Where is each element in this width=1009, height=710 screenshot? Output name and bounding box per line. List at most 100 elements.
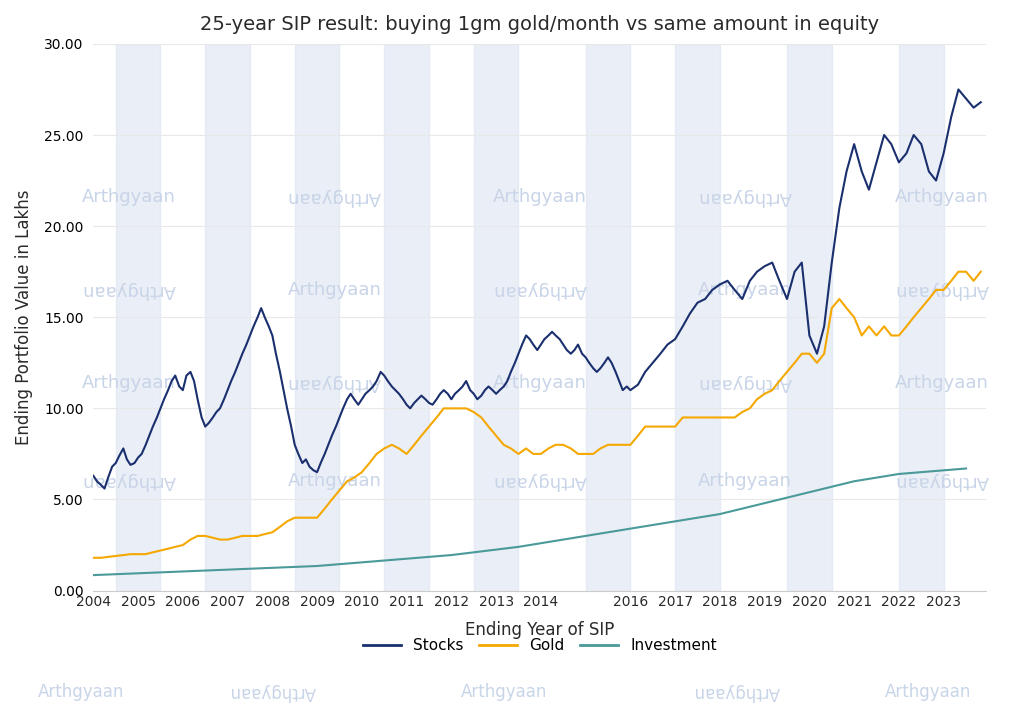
Text: Arthgyaan: Arthgyaan [492,281,586,299]
Text: Arthgyaan: Arthgyaan [885,683,972,701]
Bar [116,44,160,591]
Text: Arthgyaan: Arthgyaan [492,374,586,392]
Investment [803,488,815,496]
Bar [205,44,250,591]
Investment [849,477,861,486]
Bar [295,44,339,591]
Gold [952,268,965,276]
Investment [333,560,345,569]
Text: Arthgyaan: Arthgyaan [698,374,792,392]
Investment [579,532,591,540]
Stocks [449,390,461,398]
Investment [781,493,793,502]
Text: Arthgyaan: Arthgyaan [461,683,548,701]
Stocks [497,382,510,390]
Investment [713,510,725,518]
Stocks [378,371,390,380]
Title: 25-year SIP result: buying 1gm gold/month vs same amount in equity: 25-year SIP result: buying 1gm gold/mont… [200,15,879,34]
Bar [474,44,519,591]
Investment [222,565,234,574]
Text: Arthgyaan: Arthgyaan [492,472,586,491]
Investment [490,545,502,554]
Investment [378,556,390,564]
Text: Arthgyaan: Arthgyaan [895,374,989,392]
Text: Arthgyaan: Arthgyaan [82,374,176,392]
Stocks [88,471,100,480]
Investment [266,564,278,572]
Investment [960,464,972,473]
Investment [468,548,480,557]
Text: Arthgyaan: Arthgyaan [229,683,316,701]
Gold [579,449,591,458]
Y-axis label: Ending Portfolio Value in Lakhs: Ending Portfolio Value in Lakhs [15,190,33,445]
Investment [759,499,771,508]
Investment [937,466,949,474]
Bar [675,44,719,591]
Investment [423,552,435,561]
Investment [557,535,569,544]
Stocks [385,382,398,390]
Text: Arthgyaan: Arthgyaan [698,472,792,491]
Investment [893,470,905,479]
Stocks [952,85,965,94]
Investment [199,567,211,575]
Investment [132,569,144,577]
Investment [669,517,681,525]
Gold [273,523,286,531]
Stocks [975,98,987,106]
Investment [625,525,637,533]
Line: Stocks: Stocks [94,89,981,488]
Text: Arthgyaan: Arthgyaan [698,281,792,299]
Text: Arthgyaan: Arthgyaan [895,281,989,299]
Text: Arthgyaan: Arthgyaan [37,683,124,701]
Investment [177,567,189,576]
Text: Arthgyaan: Arthgyaan [288,374,381,392]
Text: Arthgyaan: Arthgyaan [288,281,381,299]
Investment [110,570,122,579]
Gold [699,413,711,422]
Investment [691,513,703,522]
Investment [737,504,749,513]
Gold [326,495,338,503]
Text: Arthgyaan: Arthgyaan [288,472,381,491]
Stocks [539,335,551,344]
Text: Arthgyaan: Arthgyaan [82,188,176,206]
Investment [401,555,413,563]
Text: Arthgyaan: Arthgyaan [288,188,381,206]
Investment [513,542,525,551]
Stocks [177,386,189,394]
Bar [585,44,631,591]
Legend: Stocks, Gold, Investment: Stocks, Gold, Investment [356,633,723,660]
Investment [289,562,301,571]
Bar [899,44,943,591]
Investment [244,564,256,573]
Gold [945,276,958,285]
Text: Arthgyaan: Arthgyaan [895,472,989,491]
X-axis label: Ending Year of SIP: Ending Year of SIP [465,621,614,638]
Gold [88,554,100,562]
Investment [88,571,100,579]
Text: Arthgyaan: Arthgyaan [693,683,780,701]
Text: Arthgyaan: Arthgyaan [895,188,989,206]
Investment [871,474,883,482]
Investment [535,539,547,547]
Line: Investment: Investment [94,469,966,575]
Text: Arthgyaan: Arthgyaan [698,188,792,206]
Investment [356,558,368,567]
Investment [825,483,837,491]
Investment [915,468,927,476]
Investment [647,520,659,529]
Text: Arthgyaan: Arthgyaan [82,281,176,299]
Investment [154,568,166,577]
Investment [311,562,323,570]
Investment [445,551,457,559]
Text: Arthgyaan: Arthgyaan [492,188,586,206]
Investment [602,528,614,537]
Gold [789,359,801,367]
Text: Arthgyaan: Arthgyaan [82,472,176,491]
Stocks [99,484,111,493]
Bar [384,44,429,591]
Gold [975,268,987,276]
Bar [787,44,831,591]
Line: Gold: Gold [94,272,981,558]
